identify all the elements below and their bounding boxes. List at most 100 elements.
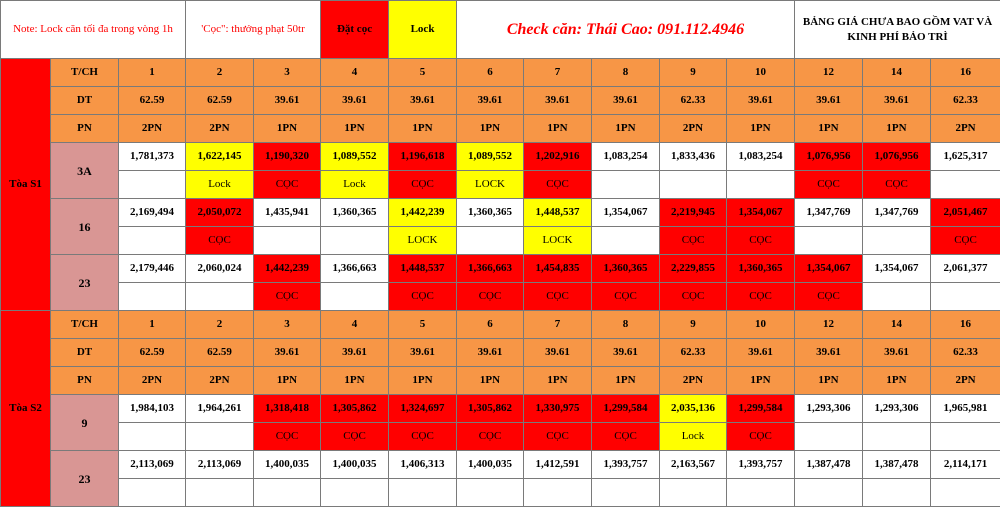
- unit-price[interactable]: 1,360,365: [321, 199, 389, 227]
- unit-price[interactable]: 1,400,035: [254, 451, 321, 479]
- unit-price[interactable]: 2,113,069: [119, 451, 186, 479]
- unit-price[interactable]: 1,387,478: [863, 451, 931, 479]
- unit-price[interactable]: 1,781,373: [119, 143, 186, 171]
- unit-number: 6: [457, 311, 524, 339]
- unit-price[interactable]: 1,435,941: [254, 199, 321, 227]
- unit-price[interactable]: 1,089,552: [457, 143, 524, 171]
- unit-price[interactable]: 1,354,067: [863, 255, 931, 283]
- unit-status: CỌC: [931, 227, 1000, 255]
- unit-area: 62.59: [119, 87, 186, 115]
- unit-price[interactable]: 1,448,537: [389, 255, 457, 283]
- unit-price[interactable]: 2,163,567: [660, 451, 727, 479]
- unit-price[interactable]: 1,965,981: [931, 395, 1000, 423]
- unit-price[interactable]: 1,366,663: [457, 255, 524, 283]
- unit-area: 62.59: [186, 87, 254, 115]
- unit-price[interactable]: 2,113,069: [186, 451, 254, 479]
- unit-price[interactable]: 1,984,103: [119, 395, 186, 423]
- unit-price[interactable]: 1,354,067: [727, 199, 795, 227]
- unit-price[interactable]: 1,360,365: [457, 199, 524, 227]
- unit-price[interactable]: 1,354,067: [592, 199, 660, 227]
- unit-price[interactable]: 1,347,769: [863, 199, 931, 227]
- unit-number: 4: [321, 59, 389, 87]
- unit-price[interactable]: 2,060,024: [186, 255, 254, 283]
- unit-price[interactable]: 1,833,436: [660, 143, 727, 171]
- unit-status: CỌC: [389, 283, 457, 311]
- unit-price[interactable]: 1,354,067: [795, 255, 863, 283]
- unit-price[interactable]: 1,299,584: [592, 395, 660, 423]
- unit-price[interactable]: 1,387,478: [795, 451, 863, 479]
- unit-price[interactable]: 2,050,072: [186, 199, 254, 227]
- unit-price[interactable]: 1,964,261: [186, 395, 254, 423]
- unit-price[interactable]: 1,406,313: [389, 451, 457, 479]
- unit-price[interactable]: 2,051,467: [931, 199, 1000, 227]
- status-row: [1, 479, 1000, 507]
- unit-price[interactable]: 1,293,306: [863, 395, 931, 423]
- unit-status: [457, 227, 524, 255]
- unit-price[interactable]: 1,400,035: [321, 451, 389, 479]
- unit-price[interactable]: 2,169,494: [119, 199, 186, 227]
- unit-status: [186, 283, 254, 311]
- unit-number: 2: [186, 311, 254, 339]
- unit-price[interactable]: 1,196,618: [389, 143, 457, 171]
- unit-price[interactable]: 1,442,239: [254, 255, 321, 283]
- unit-price[interactable]: 1,324,697: [389, 395, 457, 423]
- unit-price[interactable]: 1,454,835: [524, 255, 592, 283]
- unit-price[interactable]: 1,305,862: [457, 395, 524, 423]
- unit-price[interactable]: 1,366,663: [321, 255, 389, 283]
- label-rooms: PN: [51, 115, 119, 143]
- tower-name: Tòa S1: [1, 59, 51, 311]
- unit-price[interactable]: 1,393,757: [727, 451, 795, 479]
- unit-price[interactable]: 1,293,306: [795, 395, 863, 423]
- unit-price[interactable]: 1,625,317: [931, 143, 1000, 171]
- unit-price[interactable]: 1,089,552: [321, 143, 389, 171]
- unit-price[interactable]: 1,393,757: [592, 451, 660, 479]
- unit-price[interactable]: 1,622,145: [186, 143, 254, 171]
- unit-price[interactable]: 1,305,862: [321, 395, 389, 423]
- unit-status: [660, 171, 727, 199]
- unit-number: 1: [119, 59, 186, 87]
- unit-status: LOCK: [524, 227, 592, 255]
- unit-status: [863, 283, 931, 311]
- unit-rooms: 2PN: [119, 115, 186, 143]
- unit-rooms: 1PN: [254, 367, 321, 395]
- unit-status: CỌC: [795, 283, 863, 311]
- unit-price[interactable]: 2,219,945: [660, 199, 727, 227]
- unit-price[interactable]: 1,083,254: [727, 143, 795, 171]
- unit-status: CỌC: [592, 283, 660, 311]
- unit-price[interactable]: 1,202,916: [524, 143, 592, 171]
- unit-price[interactable]: 1,412,591: [524, 451, 592, 479]
- unit-status: [389, 479, 457, 507]
- unit-status: CỌC: [457, 283, 524, 311]
- unit-status: [186, 423, 254, 451]
- unit-price[interactable]: 2,114,171: [931, 451, 1000, 479]
- unit-status: Lock: [660, 423, 727, 451]
- unit-price[interactable]: 1,360,365: [592, 255, 660, 283]
- unit-price[interactable]: 2,061,377: [931, 255, 1000, 283]
- unit-status: [727, 479, 795, 507]
- unit-price[interactable]: 1,076,956: [795, 143, 863, 171]
- unit-price[interactable]: 1,360,365: [727, 255, 795, 283]
- unit-status: CỌC: [254, 423, 321, 451]
- unit-price[interactable]: 1,347,769: [795, 199, 863, 227]
- unit-price[interactable]: 2,035,136: [660, 395, 727, 423]
- unit-status: CỌC: [524, 283, 592, 311]
- unit-price[interactable]: 1,190,320: [254, 143, 321, 171]
- unit-price[interactable]: 1,448,537: [524, 199, 592, 227]
- unit-price[interactable]: 2,179,446: [119, 255, 186, 283]
- unit-price[interactable]: 1,076,956: [863, 143, 931, 171]
- unit-price[interactable]: 1,330,975: [524, 395, 592, 423]
- unit-price[interactable]: 1,318,418: [254, 395, 321, 423]
- unit-price[interactable]: 2,229,855: [660, 255, 727, 283]
- unit-price[interactable]: 1,083,254: [592, 143, 660, 171]
- unit-rooms: 1PN: [592, 115, 660, 143]
- unit-status: CỌC: [254, 171, 321, 199]
- unit-area: 39.61: [457, 339, 524, 367]
- unit-price[interactable]: 1,442,239: [389, 199, 457, 227]
- unit-area: 39.61: [863, 339, 931, 367]
- unit-number: 3: [254, 311, 321, 339]
- unit-price[interactable]: 1,400,035: [457, 451, 524, 479]
- unit-price[interactable]: 1,299,584: [727, 395, 795, 423]
- unit-rooms: 2PN: [119, 367, 186, 395]
